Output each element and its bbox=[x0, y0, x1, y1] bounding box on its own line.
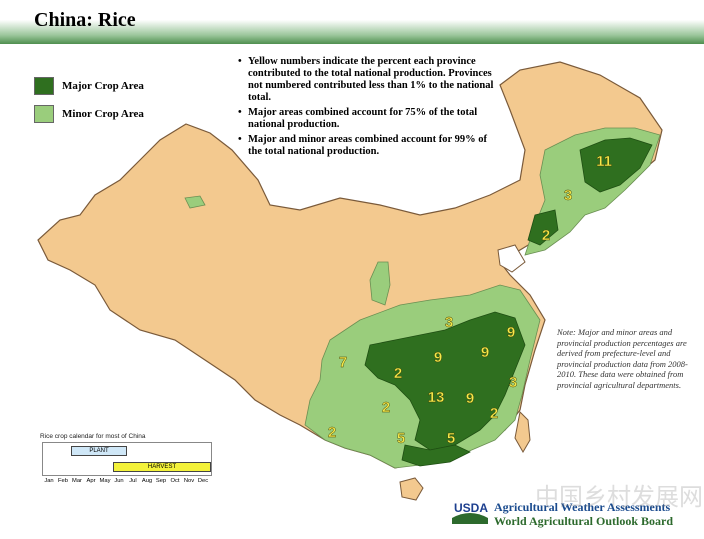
note-text: Major areas combined account for 75% of … bbox=[248, 107, 478, 130]
header-band bbox=[0, 0, 704, 44]
month-label: Sep bbox=[155, 478, 167, 484]
plant-bar: PLANT bbox=[71, 446, 127, 456]
month-label: May bbox=[99, 478, 111, 484]
province-percent-label: 3 bbox=[509, 374, 517, 391]
minor-area-xinjiang bbox=[184, 195, 206, 209]
province-percent-label: 2 bbox=[328, 424, 336, 441]
watermark: 中国乡村发展网 bbox=[535, 483, 703, 511]
month-label: Aug bbox=[141, 478, 153, 484]
province-percent-label: 2 bbox=[542, 227, 550, 244]
major-area-guangdong bbox=[401, 444, 471, 467]
legend-swatch-minor bbox=[34, 105, 54, 123]
legend-label-major: Major Crop Area bbox=[62, 80, 144, 92]
usda-logo-icon bbox=[452, 513, 488, 524]
usda-logo-text: USDA bbox=[454, 501, 489, 515]
taiwan-island bbox=[514, 410, 531, 453]
legend-item-minor: Minor Crop Area bbox=[34, 104, 144, 124]
month-label: Feb bbox=[58, 478, 68, 484]
province-percent-label: 3 bbox=[564, 187, 572, 204]
agency-line-2: World Agricultural Outlook Board bbox=[494, 514, 674, 528]
province-percent-label: 13 bbox=[428, 389, 445, 406]
province-percent-label: 5 bbox=[397, 430, 405, 447]
province-percent-label: 7 bbox=[339, 354, 347, 371]
harvest-bar: HARVEST bbox=[113, 462, 211, 472]
legend-swatch-major bbox=[34, 77, 54, 95]
province-percent-label: 9 bbox=[434, 349, 442, 366]
note-text: Major and minor areas combined account f… bbox=[248, 134, 487, 157]
province-percent-label: 9 bbox=[507, 324, 515, 341]
province-percent-label: 11 bbox=[596, 153, 612, 170]
crop-calendar: Rice crop calendar for most of China PLA… bbox=[40, 433, 212, 488]
province-percent-label: 5 bbox=[447, 430, 455, 447]
month-label: Nov bbox=[183, 478, 195, 484]
legend-item-major: Major Crop Area bbox=[34, 76, 144, 96]
province-percent-label: 2 bbox=[382, 399, 390, 416]
legend: Major Crop Area Minor Crop Area bbox=[34, 76, 144, 132]
month-label: Jun bbox=[114, 478, 124, 484]
major-area-heilongjiang bbox=[579, 137, 653, 193]
legend-label-minor: Minor Crop Area bbox=[62, 108, 144, 120]
month-label: Jul bbox=[129, 478, 137, 484]
month-label: Mar bbox=[72, 478, 82, 484]
province-percent-label: 2 bbox=[490, 405, 498, 422]
note-item: • Major and minor areas combined account … bbox=[238, 134, 503, 158]
major-area-liaoning bbox=[527, 209, 559, 246]
calendar-box: PLANT HARVEST bbox=[42, 442, 212, 476]
calendar-title: Rice crop calendar for most of China bbox=[40, 433, 146, 440]
month-label: Oct bbox=[170, 478, 180, 484]
methodology-note: Note: Major and minor areas and provinci… bbox=[557, 327, 688, 390]
month-label: Jan bbox=[44, 478, 54, 484]
calendar-months: Jan Feb Mar Apr May Jun Jul Aug Sep Oct … bbox=[42, 478, 210, 484]
agency-block: Agricultural Weather Assessments World A… bbox=[494, 500, 673, 528]
minor-area-ningxia bbox=[369, 261, 391, 306]
notes-list: • Yellow numbers indicate the percent eac… bbox=[238, 56, 503, 161]
major-area-yangtze bbox=[364, 311, 526, 451]
note-item: • Major areas combined account for 75% of… bbox=[238, 107, 503, 131]
note-text: Yellow numbers indicate the percent each… bbox=[248, 56, 494, 103]
agency-line-1: Agricultural Weather Assessments bbox=[494, 500, 671, 514]
province-percent-label: 3 bbox=[445, 314, 453, 331]
bohai-sea bbox=[497, 244, 526, 273]
province-percent-label: 9 bbox=[481, 344, 489, 361]
hainan-island bbox=[399, 477, 424, 501]
month-label: Apr bbox=[86, 478, 96, 484]
province-percent-label: 2 bbox=[394, 365, 402, 382]
note-item: • Yellow numbers indicate the percent eac… bbox=[238, 56, 503, 104]
province-percent-label: 9 bbox=[466, 390, 474, 407]
page-title: China: Rice bbox=[34, 9, 136, 31]
month-label: Dec bbox=[197, 478, 209, 484]
